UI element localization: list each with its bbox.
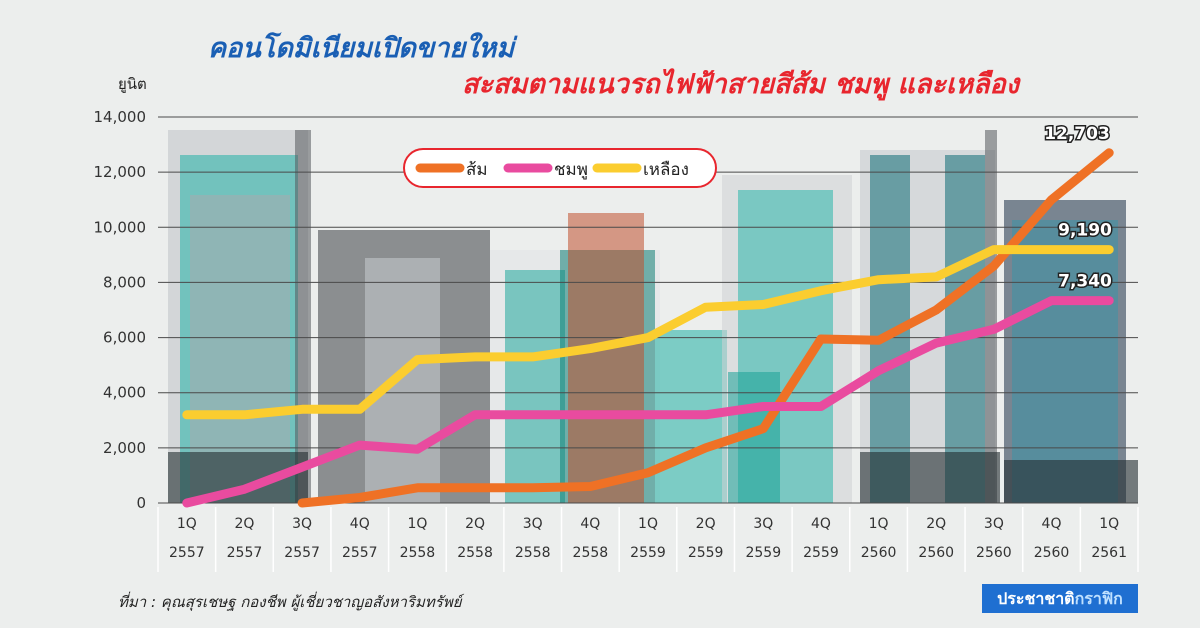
x-axis-ticks: 1Q 2557 2Q 2557 3Q 2557 4Q 2557 1Q 2558 2Q 2558 3Q 25… xyxy=(157,507,1139,572)
x-tick-quarter: 2Q xyxy=(235,516,255,532)
y-tick-label: 2,000 xyxy=(103,439,146,457)
value-annotations: 12,703 9,190 7,340 xyxy=(1043,122,1114,293)
building-block xyxy=(568,213,644,503)
building-block xyxy=(985,130,997,503)
x-tick-year: 2558 xyxy=(573,545,609,561)
x-tick-quarter: 4Q xyxy=(1042,516,1062,532)
x-tick-quarter: 1Q xyxy=(407,516,427,532)
series-line xyxy=(182,296,1114,508)
y-tick-label: 12,000 xyxy=(94,163,147,181)
x-tick-quarter: 3Q xyxy=(523,516,543,532)
brand-logo: ประชาชาติกราฟิก xyxy=(982,584,1138,613)
value-annotation: 7,340 xyxy=(1058,272,1112,292)
x-tick-quarter: 4Q xyxy=(811,516,831,532)
y-axis-ticks: 0 2,000 4,000 6,000 8,000 10,000 12,000 14,000 xyxy=(94,108,147,512)
y-tick-label: 8,000 xyxy=(103,273,146,291)
y-tick-label: 14,000 xyxy=(94,108,147,126)
source-note: ที่มา : คุณสุรเชษฐ กองชีพ ผู้เชี่ยวชาญอส… xyxy=(118,593,462,611)
y-axis-label: ยูนิต xyxy=(118,75,147,93)
x-tick-quarter: 2Q xyxy=(465,516,485,532)
x-tick-quarter: 1Q xyxy=(1099,516,1119,532)
building-block xyxy=(295,130,311,503)
legend-box xyxy=(403,148,717,188)
x-tick-quarter: 3Q xyxy=(984,516,1004,532)
legend-label: ชมพู xyxy=(554,160,588,180)
y-tick-label: 0 xyxy=(136,494,146,512)
value-annotation: 9,190 xyxy=(1058,221,1112,241)
x-tick-year: 2558 xyxy=(457,545,493,561)
y-tick-label: 6,000 xyxy=(103,329,146,347)
x-tick-year: 2559 xyxy=(745,545,781,561)
x-tick-quarter: 2Q xyxy=(696,516,716,532)
x-tick-year: 2557 xyxy=(284,545,320,561)
value-annotation: 12,703 xyxy=(1044,124,1110,144)
building-block xyxy=(190,195,290,503)
x-tick-year: 2559 xyxy=(630,545,666,561)
x-tick-year: 2558 xyxy=(400,545,436,561)
x-tick-year: 2560 xyxy=(861,545,897,561)
building-base xyxy=(1004,460,1138,503)
series-line xyxy=(297,148,1114,508)
x-tick-year: 2560 xyxy=(1034,545,1070,561)
legend: ส้ม ชมพู เหลือง xyxy=(403,148,717,188)
x-tick-year: 2557 xyxy=(342,545,378,561)
x-tick-quarter: 3Q xyxy=(753,516,773,532)
brand-part2: กราฟิก xyxy=(1074,589,1123,608)
x-tick-year: 2560 xyxy=(976,545,1012,561)
building-block xyxy=(1012,220,1118,503)
chart-title-line1: คอนโดมิเนียมเปิดขายใหม่ xyxy=(208,33,514,64)
brand-part1: ประชาชาติ xyxy=(997,589,1075,608)
y-tick-label: 10,000 xyxy=(94,218,147,236)
x-tick-quarter: 4Q xyxy=(580,516,600,532)
x-tick-year: 2559 xyxy=(688,545,724,561)
building-block xyxy=(505,270,565,503)
x-tick-year: 2558 xyxy=(515,545,551,561)
x-tick-quarter: 1Q xyxy=(869,516,889,532)
x-tick-quarter: 2Q xyxy=(926,516,946,532)
x-tick-year: 2559 xyxy=(803,545,839,561)
x-tick-year: 2557 xyxy=(227,545,263,561)
legend-label: เหลือง xyxy=(643,160,689,180)
series-line xyxy=(182,245,1114,420)
x-tick-quarter: 1Q xyxy=(638,516,658,532)
building-base xyxy=(860,452,1000,503)
x-tick-year: 2561 xyxy=(1091,545,1127,561)
x-tick-year: 2557 xyxy=(169,545,205,561)
x-tick-quarter: 3Q xyxy=(292,516,312,532)
x-tick-year: 2560 xyxy=(918,545,954,561)
x-tick-quarter: 1Q xyxy=(177,516,197,532)
y-tick-label: 4,000 xyxy=(103,384,146,402)
x-tick-quarter: 4Q xyxy=(350,516,370,532)
chart-title-line2: สะสมตามแนวรถไฟฟ้าสายสีส้ม ชมพู และเหลือง xyxy=(462,69,1019,100)
legend-label: ส้ม xyxy=(466,160,488,180)
series-lines xyxy=(182,148,1114,508)
building-block xyxy=(365,258,440,503)
